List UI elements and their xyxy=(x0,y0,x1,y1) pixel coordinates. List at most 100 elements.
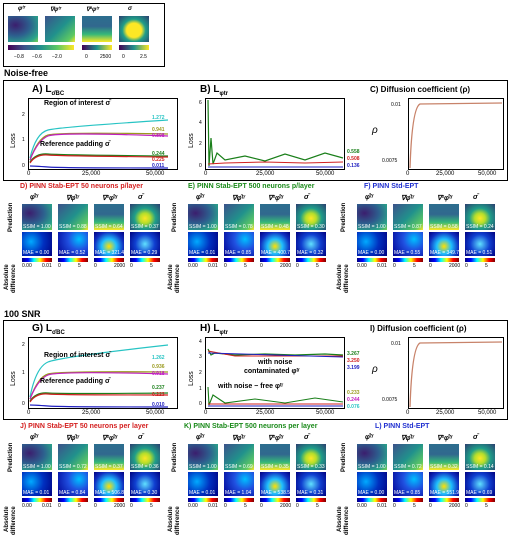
error-map xyxy=(22,472,52,496)
legend-title-sigma: σ xyxy=(128,6,132,12)
prediction-map xyxy=(94,204,124,230)
panel-h-ytick: 1 xyxy=(199,386,202,392)
colorbar-tick: 0 xyxy=(393,263,396,269)
row2-label-abs: Absolute xyxy=(4,506,10,532)
legend-tick: 0 xyxy=(85,54,88,60)
image-header: ∇φ̂ᵗʳ xyxy=(232,435,246,442)
panel-i-ylabel: ρ xyxy=(372,364,378,375)
panel-a-title: A) Lσ̄BC xyxy=(32,84,65,97)
panel-i-ytick: 0.01 xyxy=(391,341,401,347)
panel-c-ylabel: ρ xyxy=(372,125,378,136)
panel-h-ytick: 3 xyxy=(199,354,202,360)
error-map xyxy=(188,472,218,496)
image-header: σ̄ xyxy=(138,194,143,201)
prediction-map xyxy=(357,204,387,230)
row1-label-diff-f: difference xyxy=(344,264,350,293)
ssim-label: SSIM = 0.14 xyxy=(466,464,494,470)
ssim-label: SSIM = 0.30 xyxy=(297,224,325,230)
mae-label: MAE = 0.01 xyxy=(189,490,216,496)
error-colorbar xyxy=(22,258,52,262)
panel-g-frame xyxy=(28,337,178,409)
image-header: φ̂ᵗʳ xyxy=(365,194,374,201)
image-header: φ̂ᵗʳ xyxy=(196,194,205,201)
error-map xyxy=(260,232,290,256)
panel-g-ylabel: Loss xyxy=(10,371,17,386)
prediction-map xyxy=(357,444,387,470)
error-map xyxy=(224,232,254,256)
panel-g-val: 0.936 xyxy=(152,364,165,370)
panel-h-ytick: 4 xyxy=(199,339,202,345)
panel-g-xtick: 50,000 xyxy=(146,410,165,416)
colorbar-tick: 0 xyxy=(58,503,61,509)
colormap-legend xyxy=(3,3,165,67)
ssim-label: SSIM = 0.64 xyxy=(95,224,123,230)
image-header: σ̄ xyxy=(473,434,478,441)
row2-label-diff-k: difference xyxy=(175,506,181,535)
panel-h-ytick: 0 xyxy=(199,401,202,407)
ssim-label: SSIM = 0.48 xyxy=(261,224,289,230)
error-colorbar xyxy=(94,498,124,502)
prediction-map xyxy=(393,444,423,470)
panel-h-frame xyxy=(205,337,345,409)
legend-cbar-4 xyxy=(119,45,149,50)
legend-title-grad-phi: ∇φᵗʳ xyxy=(50,7,62,13)
panel-i-curve xyxy=(409,341,503,408)
legend-tick: −2.0 xyxy=(52,54,62,60)
colorbar-tick: 5 xyxy=(316,263,319,269)
colorbar-tick: 0 xyxy=(224,503,227,509)
legend-title-lap-phi: ∇²φᵗʳ xyxy=(86,7,100,13)
panel-a-val: 0.225 xyxy=(152,157,165,163)
error-map xyxy=(58,472,88,496)
error-map xyxy=(94,232,124,256)
colorbar-tick: 0.00 xyxy=(22,263,32,269)
error-colorbar xyxy=(357,498,387,502)
image-header: ∇²φ̂ᵗʳ xyxy=(268,195,284,202)
colorbar-tick: 0.00 xyxy=(188,263,198,269)
row2-label-abs-k: Absolute xyxy=(168,506,174,532)
row2-label-prediction-l: Prediction xyxy=(341,442,347,472)
image-header: φ̂ᵗʳ xyxy=(196,434,205,441)
error-colorbar xyxy=(94,258,124,262)
panel-h-clean-label: with noise − free φᵗʳ xyxy=(218,383,284,390)
mae-label: MAE = 0.00 xyxy=(358,490,385,496)
mae-label: MAE = 0.32 xyxy=(297,250,324,256)
ssim-label: SSIM = 0.37 xyxy=(131,224,159,230)
panel-h-val: 3.250 xyxy=(347,358,360,364)
mae-label: MAE = 0.55 xyxy=(394,250,421,256)
row1-label-abs: Absolute xyxy=(4,264,10,290)
panel-k-title: K) PINN Stab-EPT 500 neurons per layer xyxy=(184,423,318,430)
panel-b-ytick: 0 xyxy=(199,163,202,169)
colorbar-tick: 2000 xyxy=(280,503,292,509)
row1-label-abs-e: Absolute xyxy=(168,264,174,290)
panel-c-ytick: 0.01 xyxy=(391,102,401,108)
prediction-map xyxy=(296,444,326,470)
mae-label: MAE = 0.84 xyxy=(59,490,86,496)
colorbar-tick: 2000 xyxy=(280,263,292,269)
ssim-label: SSIM = 0.32 xyxy=(430,464,458,470)
panel-a-ytick: 2 xyxy=(22,112,25,118)
colorbar-tick: 0 xyxy=(429,503,432,509)
error-map xyxy=(393,232,423,256)
ssim-label: SSIM = 0.35 xyxy=(261,464,289,470)
panel-j-title: J) PINN Stab-EPT 50 neurons per layer xyxy=(20,423,149,430)
image-header: ∇²φ̂ᵗʳ xyxy=(102,195,118,202)
colorbar-tick: 0.01 xyxy=(208,263,218,269)
ssim-label: SSIM = 0.36 xyxy=(131,464,159,470)
panel-c-title: C) Diffusion coefficient (ρ) xyxy=(370,85,471,94)
panel-g-title: G) Lσ̄BC xyxy=(32,323,65,336)
image-header: ∇²φ̂ᵗʳ xyxy=(102,435,118,442)
ssim-label: SSIM = 1.00 xyxy=(23,464,51,470)
prediction-map xyxy=(58,444,88,470)
error-colorbar xyxy=(130,258,160,262)
mae-label: MAE = 0.52 xyxy=(59,250,86,256)
error-colorbar xyxy=(260,498,290,502)
row2-label-abs-l: Absolute xyxy=(337,506,343,532)
colorbar-tick: 5 xyxy=(150,263,153,269)
panel-a-val: 0.941 xyxy=(152,127,165,133)
prediction-map xyxy=(465,204,495,230)
colorbar-tick: 0 xyxy=(130,263,133,269)
mae-label: MAE = 0.01 xyxy=(189,250,216,256)
panel-i-xtick: 0 xyxy=(406,410,410,416)
mae-label: MAE = 400.70 xyxy=(261,250,293,256)
panel-b-xtick: 50,000 xyxy=(316,171,335,177)
